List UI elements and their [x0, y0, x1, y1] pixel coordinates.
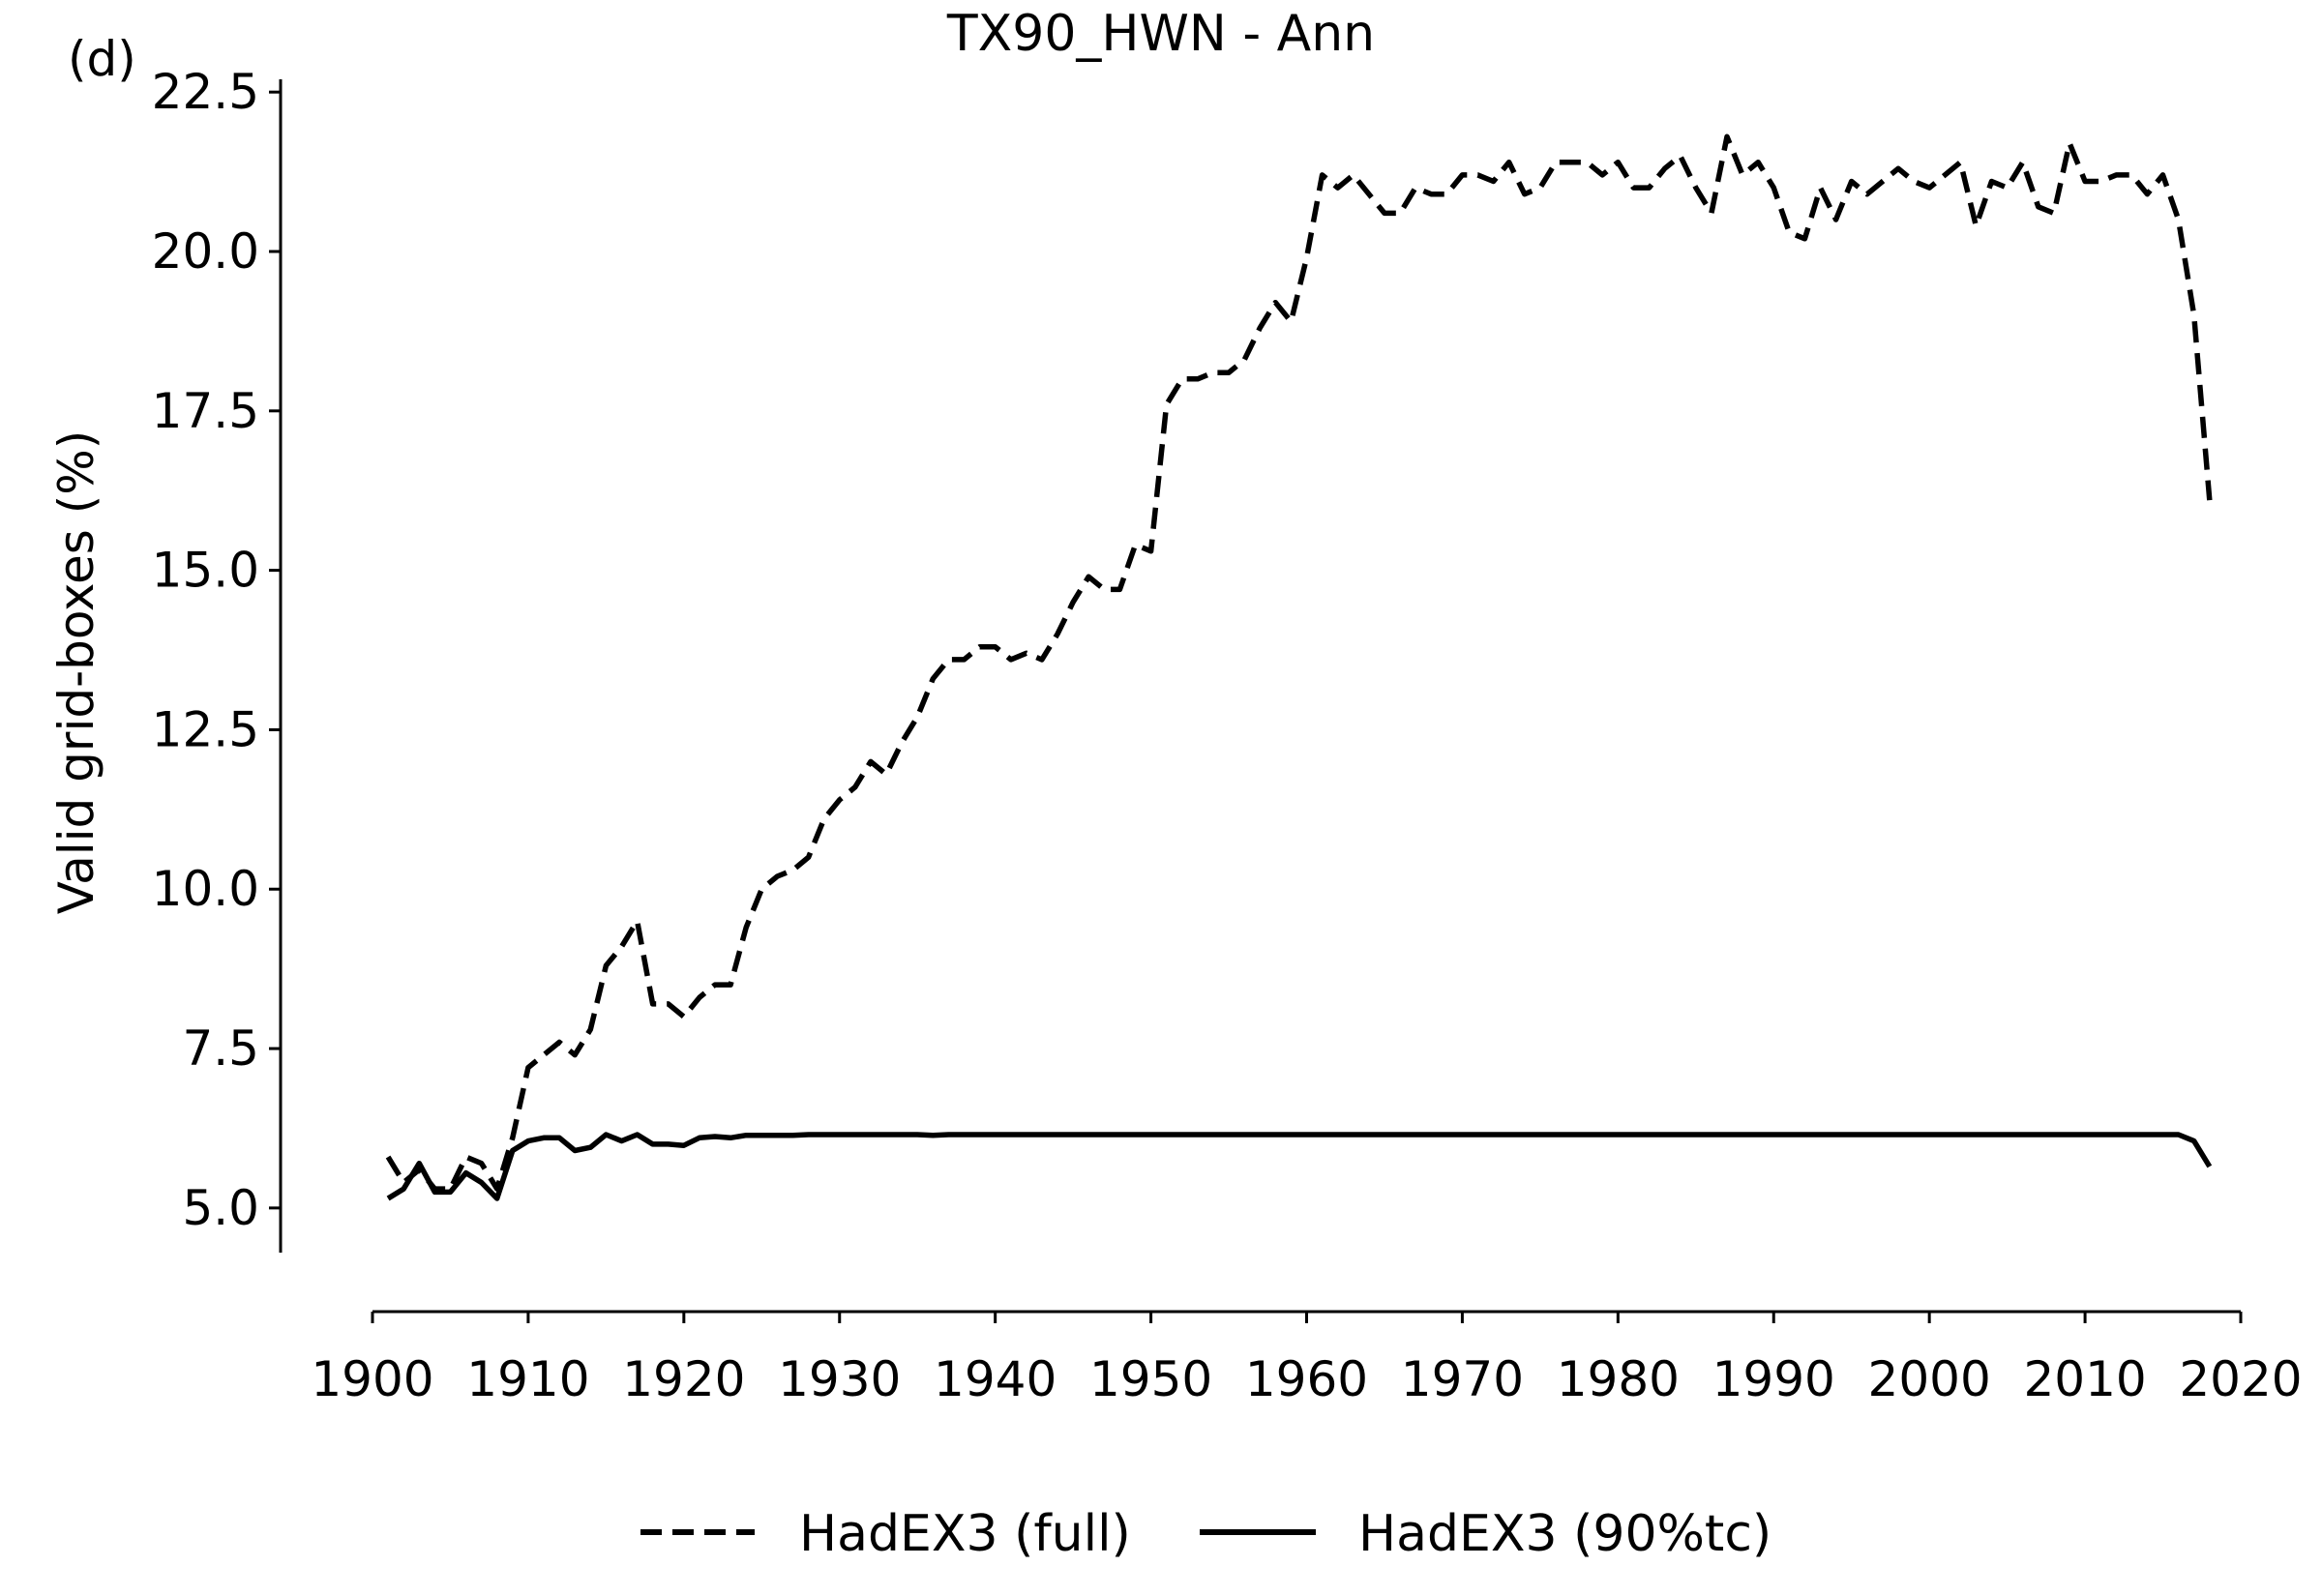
x-tick-label: 1900 [311, 1351, 433, 1407]
y-tick-label: 10.0 [152, 861, 259, 917]
series-line-90tc [386, 1132, 2213, 1201]
x-tick-label: 1970 [1401, 1351, 1524, 1407]
series-layer [385, 133, 2213, 1201]
y-tick-label: 12.5 [152, 701, 259, 757]
chart-title: TX90_HWN - Ann [946, 5, 1375, 63]
x-tick-label: 1940 [934, 1351, 1057, 1407]
x-tick-label: 1930 [778, 1351, 901, 1407]
y-tick-label: 7.5 [182, 1020, 259, 1077]
legend-label-full: HadEX3 (full) [799, 1505, 1131, 1563]
legend: HadEX3 (full) HadEX3 (90%tc) [640, 1505, 1771, 1563]
x-ticks: 1900 1910 1920 1930 1940 1950 1960 1970 1980 1990… [311, 1312, 2303, 1407]
y-tick-label: 5.0 [182, 1180, 259, 1236]
x-tick-label: 1980 [1557, 1351, 1680, 1407]
x-tick-label: 1910 [466, 1351, 589, 1407]
x-tick-label: 1990 [1712, 1351, 1835, 1407]
x-tick-label: 2010 [2023, 1351, 2146, 1407]
y-tick-label: 22.5 [152, 64, 259, 120]
legend-label-90tc: HadEX3 (90%tc) [1358, 1505, 1771, 1563]
y-tick-label: 15.0 [152, 543, 259, 599]
x-tick-label: 1920 [622, 1351, 745, 1407]
y-tick-label: 20.0 [152, 223, 259, 280]
x-tick-label: 1960 [1245, 1351, 1368, 1407]
x-tick-label: 1950 [1089, 1351, 1212, 1407]
y-axis-label: Valid grid-boxes (%) [48, 430, 104, 914]
y-tick-label: 17.5 [152, 383, 259, 439]
x-tick-label: 2000 [1868, 1351, 1991, 1407]
panel-label: (d) [68, 31, 136, 87]
series-line-full [385, 133, 2213, 1192]
y-ticks: 5.0 7.5 10.0 12.5 15.0 17.5 20.0 22.5 [152, 64, 281, 1236]
x-tick-label: 2020 [2179, 1351, 2302, 1407]
